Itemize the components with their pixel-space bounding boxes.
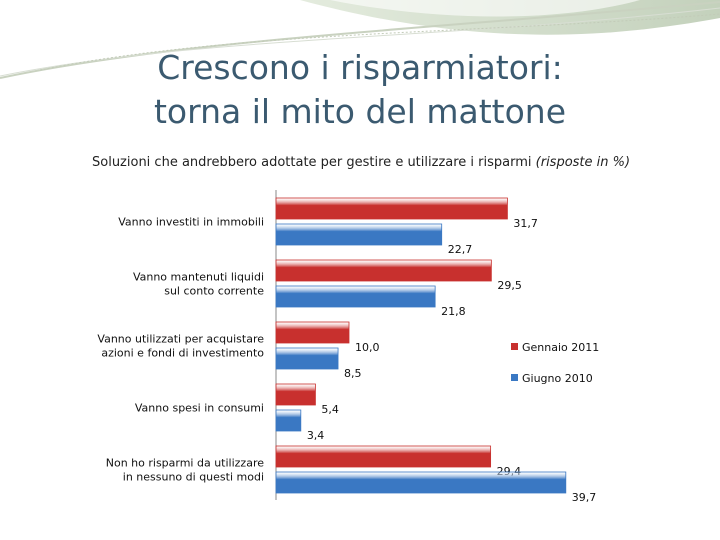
- subtitle-text: Soluzioni che andrebbero adottate per ge…: [92, 155, 532, 170]
- slide-title: Crescono i risparmiatori: torna il mito …: [0, 46, 720, 134]
- legend-swatch: [511, 343, 518, 350]
- title-line-2: torna il mito del mattone: [153, 92, 567, 131]
- bar-giugno-2010: [275, 223, 443, 246]
- data-label: 39,7: [572, 491, 597, 504]
- data-label: 22,7: [448, 243, 473, 256]
- bar-gennaio-2011: [275, 383, 316, 406]
- legend-swatch: [511, 374, 518, 381]
- subtitle-note: (risposte in %): [535, 155, 631, 170]
- bar-giugno-2010: [275, 471, 567, 494]
- data-label: 3,4: [307, 429, 325, 442]
- bar-giugno-2010: [275, 347, 339, 370]
- bar-chart: Vanno investiti in immobili 31,7 22,7 Vanno…: [97, 190, 599, 504]
- category-label: Vanno utilizzati per acquistare azioni e …: [97, 333, 264, 360]
- legend-label: Giugno 2010: [522, 372, 593, 385]
- bar-gennaio-2011: [275, 445, 492, 468]
- bar-giugno-2010: [275, 409, 302, 432]
- bar-gennaio-2011: [275, 197, 508, 220]
- category-label: Vanno spesi in consumi: [135, 402, 264, 415]
- data-label: 31,7: [513, 217, 538, 230]
- category-label: Vanno mantenuti liquidi sul conto corrent…: [133, 271, 264, 298]
- data-label: 8,5: [344, 367, 362, 380]
- data-label: 29,5: [497, 279, 521, 292]
- legend-label: Gennaio 2011: [522, 341, 599, 354]
- bar-giugno-2010: [275, 285, 436, 308]
- data-label: 21,8: [441, 305, 466, 318]
- bar-gennaio-2011: [275, 321, 350, 344]
- decorative-header-swoosh: [0, 0, 720, 79]
- bar-gennaio-2011: [275, 259, 492, 282]
- data-label: 5,4: [321, 403, 339, 416]
- data-label: 10,0: [355, 341, 380, 354]
- chart-subtitle: Soluzioni che andrebbero adottate per ge…: [92, 155, 712, 170]
- category-label: Vanno investiti in immobili: [118, 216, 264, 229]
- category-label: Non ho risparmi da utilizzare in nessuno …: [106, 457, 264, 484]
- title-line-1: Crescono i risparmiatori:: [157, 48, 563, 87]
